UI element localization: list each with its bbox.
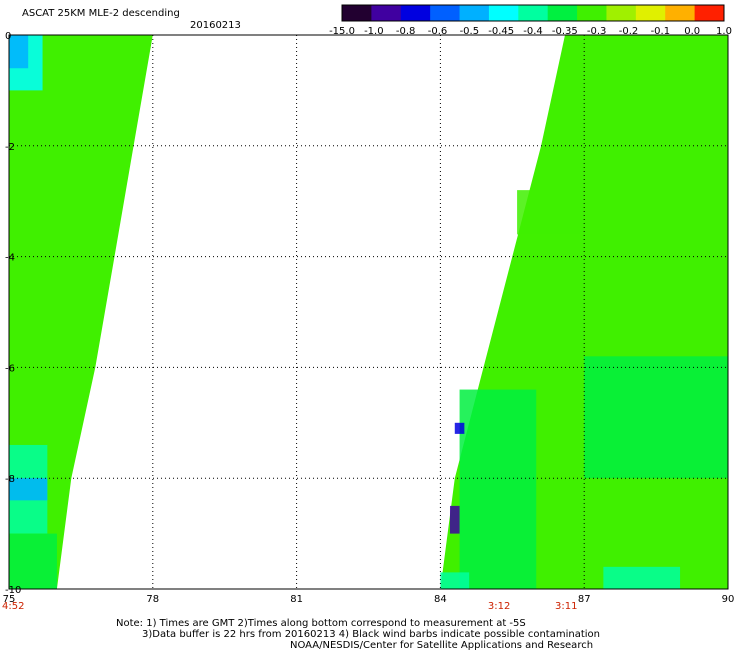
x-tick-label: 87	[578, 594, 591, 605]
colorbar-label: -0.4	[523, 26, 543, 37]
colorbar-label: -15.0	[329, 26, 355, 37]
y-tick-label: -10	[5, 585, 21, 596]
note-line-3: NOAA/NESDIS/Center for Satellite Applica…	[290, 640, 593, 650]
time-label: 3:12	[488, 601, 510, 612]
colorbar-label: -1.0	[364, 26, 384, 37]
x-tick-label: 90	[722, 594, 735, 605]
swath-patch	[449, 505, 460, 534]
x-tick-label: 78	[146, 594, 159, 605]
swath-patch	[454, 422, 465, 434]
time-labels: 4:52 3:12 3:11	[2, 601, 577, 612]
colorbar-swatch	[635, 5, 666, 21]
data-layer	[9, 35, 728, 589]
colorbar-swatch	[488, 5, 519, 21]
y-tick-label: 0	[5, 31, 11, 42]
colorbar-swatch	[694, 5, 725, 21]
note-line-1: Note: 1) Times are GMT 2)Times along bot…	[116, 618, 526, 629]
x-tick-label: 84	[434, 594, 447, 605]
swath-patch	[584, 356, 728, 479]
plot-frame	[8, 34, 729, 590]
swath-patch	[9, 35, 29, 69]
chart-date: 20160213	[190, 20, 241, 31]
time-label: 4:52	[2, 601, 24, 612]
y-tick-label: -6	[5, 363, 15, 374]
axis-labels: 75 78 81 84 87 90 0 -2 -4 -6 -8 -10	[3, 31, 735, 605]
chart-title: ASCAT 25KM MLE-2 descending	[22, 8, 180, 19]
colorbar-swatch	[459, 5, 490, 21]
x-tick-label: 81	[290, 594, 303, 605]
swath-patch	[9, 533, 57, 589]
note-line-2: 3)Data buffer is 22 hrs from 20160213 4)…	[142, 629, 600, 640]
colorbar-label: -0.3	[587, 26, 607, 37]
colorbar-swatch	[606, 5, 637, 21]
swath-patch	[459, 389, 537, 589]
swath-patch	[603, 566, 681, 589]
y-tick-label: -2	[5, 142, 15, 153]
colorbar-swatch	[430, 5, 461, 21]
colorbar-label: -0.2	[619, 26, 639, 37]
y-tick-label: -4	[5, 253, 15, 264]
swath-patch	[517, 190, 585, 235]
colorbar-label: -0.45	[488, 26, 514, 37]
colorbar-label: 0.0	[684, 26, 700, 37]
colorbar-label: -0.6	[428, 26, 448, 37]
colorbar-swatch	[665, 5, 696, 21]
colorbar-swatch	[547, 5, 578, 21]
colorbar-border	[341, 4, 725, 22]
x-tick-label: 75	[3, 594, 16, 605]
colorbar-swatch	[518, 5, 549, 21]
colorbar-label: -0.8	[396, 26, 416, 37]
colorbar-label: -0.35	[552, 26, 578, 37]
colorbar-label: 1.0	[716, 26, 732, 37]
colorbar-swatch	[342, 5, 372, 21]
colorbar-swatch	[371, 5, 402, 21]
colorbar-label: -0.1	[651, 26, 671, 37]
swath-patch	[9, 478, 48, 501]
swath-patch	[440, 572, 470, 589]
time-label: 3:11	[555, 601, 577, 612]
colorbar-swatch	[577, 5, 607, 21]
colorbar-swatch	[400, 5, 431, 21]
y-tick-label: -8	[5, 474, 15, 485]
colorbar-label: -0.5	[460, 26, 480, 37]
colorbar: -15.0 -1.0 -0.8 -0.6 -0.5 -0.45 -0.4 -0.35 -0.3 -…	[329, 4, 732, 37]
